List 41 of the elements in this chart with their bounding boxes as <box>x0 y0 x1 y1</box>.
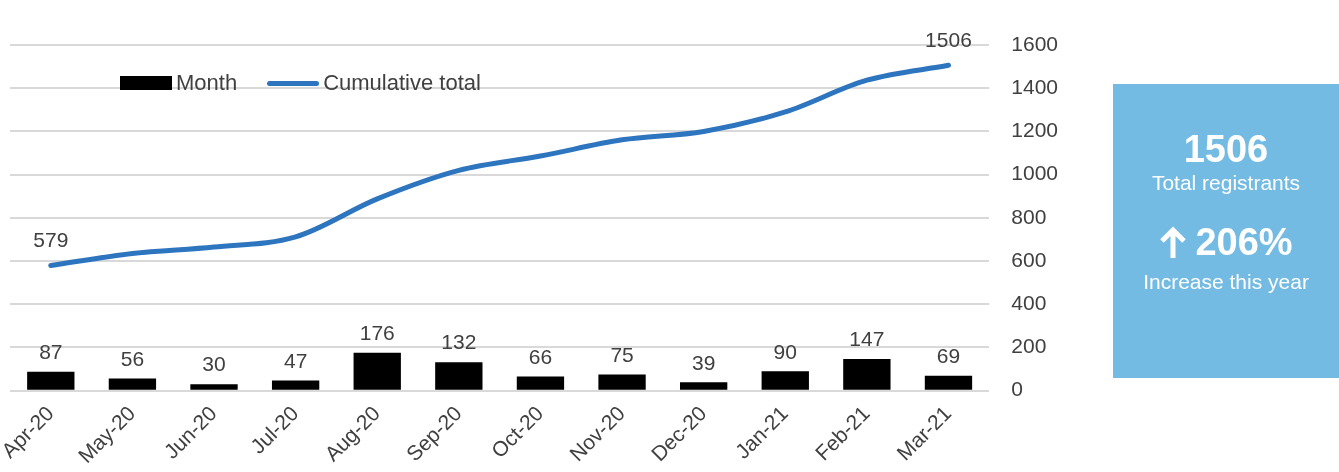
data-label: 87 <box>39 340 63 364</box>
text: 1506 <box>1182 128 1270 171</box>
y-tick-label: 1400 <box>1011 75 1058 99</box>
bar <box>924 375 973 390</box>
y-tick-label: 1600 <box>1011 31 1058 55</box>
bar <box>761 371 809 390</box>
data-label: 30 <box>202 352 226 376</box>
bar <box>516 376 565 390</box>
data-label: 579 <box>33 227 69 251</box>
bar <box>190 384 238 390</box>
y-tick-label: 400 <box>1011 291 1047 315</box>
bar <box>843 358 891 390</box>
data-label: 69 <box>936 344 961 368</box>
data-label: 56 <box>120 346 145 370</box>
data-label: 147 <box>849 327 885 351</box>
bar <box>271 380 320 390</box>
y-tick-label: 800 <box>1011 204 1047 228</box>
y-tick-label: 0 <box>1011 377 1023 401</box>
data-label: 75 <box>610 342 634 366</box>
data-label: 132 <box>441 330 477 354</box>
data-label: 90 <box>773 339 797 363</box>
legend-label: Cumulative total <box>323 70 481 96</box>
data-label: 47 <box>283 348 308 372</box>
bar <box>679 382 728 390</box>
data-label: 66 <box>528 344 553 368</box>
bar <box>435 362 483 390</box>
text: Increase this year <box>1142 270 1310 294</box>
y-tick-label: 200 <box>1011 334 1047 358</box>
y-tick-label: 1000 <box>1011 161 1058 185</box>
legend-label: Month <box>176 70 238 96</box>
text: 206% <box>1195 221 1293 264</box>
text: Total registrants <box>1150 171 1302 195</box>
data-label: 176 <box>359 320 395 344</box>
y-tick-label: 600 <box>1011 247 1047 271</box>
data-label: 39 <box>691 350 716 374</box>
bar <box>27 371 75 390</box>
y-tick-label: 1200 <box>1011 118 1058 142</box>
bar <box>598 374 646 390</box>
bar <box>353 352 401 390</box>
bar <box>108 378 157 390</box>
data-label: 1506 <box>925 27 972 51</box>
